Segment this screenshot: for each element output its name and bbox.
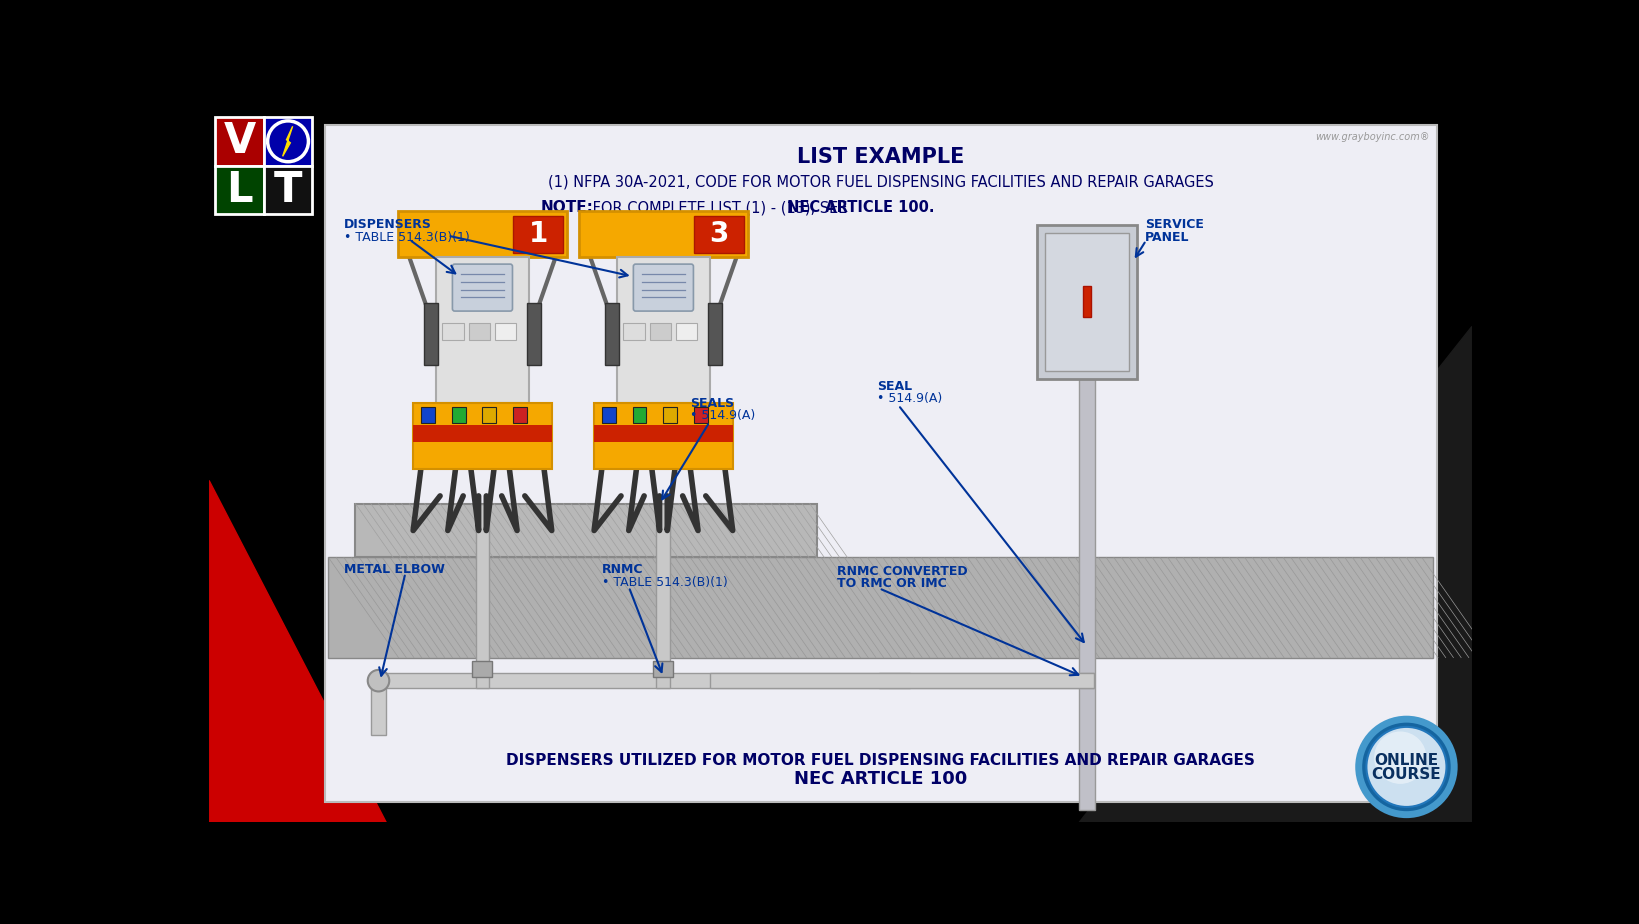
Circle shape xyxy=(1365,727,1446,807)
Bar xyxy=(579,211,747,257)
Text: RNMC: RNMC xyxy=(602,564,642,577)
Bar xyxy=(526,303,541,365)
Bar xyxy=(325,125,1436,802)
Bar xyxy=(1078,379,1093,810)
Text: www.grayboyinc.com®: www.grayboyinc.com® xyxy=(1314,132,1429,142)
Text: ONLINE: ONLINE xyxy=(1373,753,1437,768)
Polygon shape xyxy=(1078,326,1472,822)
Bar xyxy=(593,404,733,469)
Text: L: L xyxy=(226,169,252,211)
Text: RNMC CONVERTED: RNMC CONVERTED xyxy=(836,565,967,578)
FancyBboxPatch shape xyxy=(452,264,511,311)
Text: PANEL: PANEL xyxy=(1144,231,1188,244)
Circle shape xyxy=(367,670,388,691)
Circle shape xyxy=(1357,719,1454,815)
Polygon shape xyxy=(282,127,292,156)
Text: SERVICE: SERVICE xyxy=(1144,218,1203,231)
Text: 3: 3 xyxy=(710,220,728,248)
Bar xyxy=(513,215,562,252)
Text: • 514.9(A): • 514.9(A) xyxy=(877,393,942,406)
Bar xyxy=(623,322,644,340)
Bar xyxy=(1082,286,1090,317)
Bar xyxy=(710,673,1093,688)
Text: SEALS: SEALS xyxy=(690,397,734,410)
Text: FOR COMPLETE LIST (1) - (13), SEE: FOR COMPLETE LIST (1) - (13), SEE xyxy=(588,201,851,215)
Text: DISPENSERS UTILIZED FOR MOTOR FUEL DISPENSING FACILITIES AND REPAIR GARAGES: DISPENSERS UTILIZED FOR MOTOR FUEL DISPE… xyxy=(506,753,1254,768)
Text: • 514.9(A): • 514.9(A) xyxy=(690,409,756,422)
Bar xyxy=(879,673,1087,688)
Text: NEC ARTICLE 100.: NEC ARTICLE 100. xyxy=(787,201,934,215)
Bar xyxy=(602,407,615,422)
Bar xyxy=(693,407,708,422)
Bar xyxy=(356,504,816,557)
Bar xyxy=(215,165,264,214)
Bar xyxy=(475,504,488,688)
Bar xyxy=(469,322,490,340)
Text: 1: 1 xyxy=(528,220,547,248)
Bar xyxy=(398,211,567,257)
Text: NEC ARTICLE 100: NEC ARTICLE 100 xyxy=(793,771,967,788)
Text: • TABLE 514.3(B)(1): • TABLE 514.3(B)(1) xyxy=(602,576,728,589)
Text: COURSE: COURSE xyxy=(1370,767,1441,782)
Text: LIST EXAMPLE: LIST EXAMPLE xyxy=(797,147,964,167)
Text: (1) NFPA 30A-2021, CODE FOR MOTOR FUEL DISPENSING FACILITIES AND REPAIR GARAGES: (1) NFPA 30A-2021, CODE FOR MOTOR FUEL D… xyxy=(547,175,1213,190)
Bar xyxy=(328,557,1432,658)
Text: T: T xyxy=(274,169,302,211)
Text: SEAL: SEAL xyxy=(877,380,911,393)
Bar xyxy=(264,165,311,214)
Bar xyxy=(413,404,551,469)
Circle shape xyxy=(1373,732,1426,784)
Bar xyxy=(605,303,618,365)
Bar xyxy=(482,407,497,422)
FancyBboxPatch shape xyxy=(633,264,693,311)
Bar xyxy=(1080,673,1093,688)
Text: TO RMC OR IMC: TO RMC OR IMC xyxy=(836,578,946,590)
Bar xyxy=(513,407,526,422)
Bar xyxy=(1036,225,1136,379)
Bar xyxy=(370,673,910,688)
Text: NOTE:: NOTE: xyxy=(539,201,593,215)
Bar xyxy=(370,673,385,735)
Bar xyxy=(495,322,516,340)
Bar xyxy=(675,322,697,340)
Bar xyxy=(413,425,551,442)
Bar xyxy=(451,407,465,422)
Text: DISPENSERS: DISPENSERS xyxy=(344,218,431,231)
Bar xyxy=(593,425,733,442)
Bar xyxy=(693,215,744,252)
Text: • TABLE 514.3(B)(1): • TABLE 514.3(B)(1) xyxy=(344,231,469,244)
Text: V: V xyxy=(223,120,256,163)
Bar xyxy=(1044,233,1129,371)
Bar xyxy=(423,303,438,365)
Bar xyxy=(633,407,646,422)
Bar xyxy=(264,117,311,165)
Bar xyxy=(656,504,670,688)
Bar xyxy=(436,257,528,404)
Text: METAL ELBOW: METAL ELBOW xyxy=(344,564,444,577)
Bar xyxy=(708,303,721,365)
Bar xyxy=(664,407,677,422)
Bar xyxy=(421,407,434,422)
Bar xyxy=(616,257,710,404)
Polygon shape xyxy=(208,480,385,822)
Bar xyxy=(443,322,464,340)
Bar xyxy=(472,662,492,677)
Bar xyxy=(652,662,674,677)
Bar xyxy=(215,117,264,165)
Bar xyxy=(649,322,670,340)
